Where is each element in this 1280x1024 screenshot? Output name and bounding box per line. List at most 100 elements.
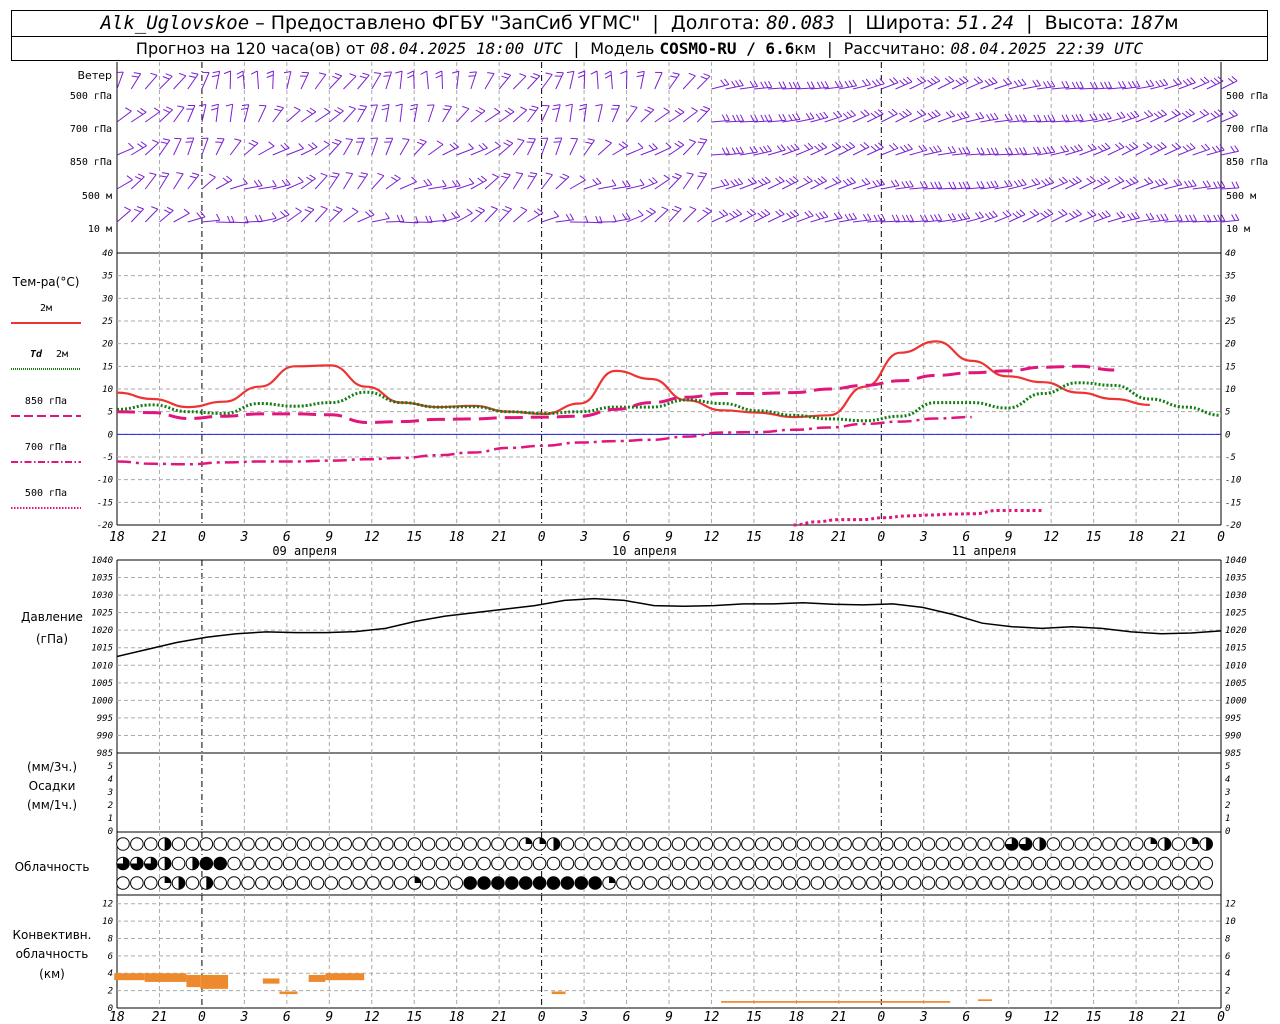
wind-barb-feather (630, 105, 638, 108)
wind-barb (1050, 181, 1068, 190)
wind-barb (159, 210, 174, 223)
cloud-circle (685, 856, 700, 871)
pressure-label: Давление (21, 610, 83, 624)
wind-barb (187, 216, 206, 223)
wind-barb (1178, 185, 1197, 190)
cloud-cell (1143, 837, 1158, 851)
cloud-cell (782, 876, 797, 890)
wind-barb-feather (402, 138, 410, 140)
wind-barb (1121, 146, 1139, 156)
cloud-cell (505, 837, 519, 851)
wind-barb-feather (487, 72, 495, 74)
cloud-cell (754, 876, 769, 890)
cloud-circle (241, 856, 255, 871)
wind-barb-feather (1015, 114, 1028, 122)
cloud-cell (616, 856, 630, 871)
wind-barb-feather (384, 212, 390, 219)
wind-barb (782, 148, 800, 156)
wind-barb-feather (553, 210, 560, 217)
wind-barb (300, 72, 310, 90)
cloud-cell (116, 837, 130, 851)
cloud-circle (491, 856, 505, 871)
wind-barb (569, 179, 586, 190)
cloud-cell (296, 856, 311, 871)
wind-barb (881, 147, 899, 156)
cloud-circle (768, 856, 783, 871)
cloud-cell (907, 856, 922, 871)
wind-barb (1150, 219, 1169, 223)
pres-ytick-left: 990 (97, 731, 113, 741)
wind-barb (385, 104, 390, 123)
wind-barb-feather (223, 70, 231, 75)
wind-barb (512, 140, 525, 156)
wind-barb-feather (502, 206, 512, 213)
cloud-cell (1199, 837, 1213, 851)
time-label-temp: 15 (1086, 530, 1102, 545)
cloud-cell (768, 837, 783, 851)
cloud-circle (1157, 876, 1172, 890)
cloud-circle (838, 856, 852, 871)
cloud-circle (185, 876, 200, 890)
cloud-circle (588, 837, 602, 851)
model-label: Модель (590, 39, 655, 58)
cloud-cell (310, 856, 325, 871)
model-name: COSMO-RU / 6.6 (659, 39, 795, 58)
time-label-temp: 15 (746, 530, 762, 545)
precip-label-3: (мм/1ч.) (27, 798, 77, 812)
wind-barb-feather (253, 179, 263, 187)
cloud-circle (699, 856, 714, 871)
pres-ytick-right: 1030 (1225, 591, 1247, 601)
cloud-circle (1018, 856, 1033, 871)
wind-barb-feather (179, 72, 186, 77)
wind-barb (725, 213, 743, 223)
wind-barb (173, 107, 185, 123)
wind-barb-feather (612, 215, 617, 222)
wind-barb-feather (1182, 142, 1196, 152)
wind-barb (441, 70, 443, 90)
wind-barb-feather (1145, 212, 1155, 220)
wind-barb (1220, 114, 1238, 123)
cloud-circle (407, 856, 422, 871)
wind-barb-feather (834, 80, 844, 88)
wind-barb (272, 184, 291, 190)
wind-barb (201, 137, 209, 156)
wind-barb-feather (503, 139, 514, 147)
wind-barb (1036, 120, 1056, 123)
cloud-circle (1004, 876, 1019, 890)
cloud-circle (560, 876, 575, 890)
wind-barb (286, 181, 304, 190)
wind-barb (527, 173, 538, 190)
cloud-cell (310, 876, 325, 890)
pres-ytick-left: 985 (97, 749, 113, 759)
cloud-cell (1129, 837, 1144, 851)
wind-barb (498, 111, 515, 123)
cloud-circle (255, 876, 269, 890)
wind-barb (116, 209, 131, 223)
wind-barb-feather (1087, 209, 1097, 217)
precip-ytick-left: 4 (108, 775, 113, 785)
time-label-temp: 18 (789, 530, 805, 545)
cloud-cell (991, 876, 1005, 890)
wind-barb (598, 185, 616, 190)
wind-barb-feather (565, 103, 573, 107)
cloud-cell (435, 856, 450, 871)
cloud-circle (796, 856, 811, 871)
cloud-circle (324, 837, 339, 851)
temp-series-t700 (116, 415, 972, 466)
cloud-cell (824, 856, 839, 871)
cloud-circle (435, 856, 450, 871)
legend-label: 2м (56, 349, 68, 360)
legend-label: 500 гПа (25, 488, 67, 499)
cloud-cell (463, 837, 477, 851)
wind-barb (159, 75, 173, 90)
wind-barb (1107, 86, 1126, 90)
wind-barb (314, 74, 327, 90)
wind-barb (796, 180, 813, 190)
wind-barb-feather (1068, 176, 1082, 185)
wind-barb-feather (1127, 212, 1140, 220)
cloud-circle (866, 856, 880, 871)
wind-barb (244, 185, 263, 190)
wind-barb (753, 86, 772, 90)
wind-barb-feather (945, 110, 956, 118)
